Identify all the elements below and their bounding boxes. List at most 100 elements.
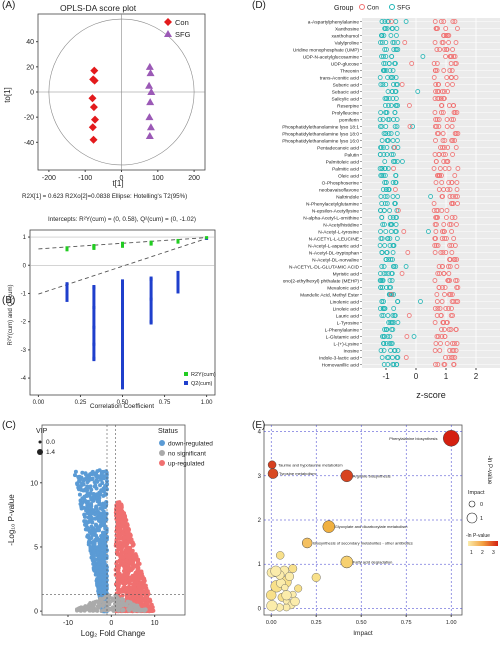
con-point	[448, 313, 454, 318]
r2y-point	[176, 240, 180, 244]
sfg-point	[380, 222, 386, 227]
sfg-point	[381, 173, 386, 178]
con-point	[433, 341, 439, 346]
q2-point	[121, 342, 124, 346]
con-point	[431, 201, 437, 206]
sfg-point	[379, 166, 385, 171]
sfg-point	[378, 229, 383, 234]
x-tick-label: 1.00	[201, 400, 213, 406]
sfg-point	[384, 110, 390, 115]
no-significant-point	[113, 601, 118, 605]
sfg-point	[381, 271, 387, 276]
up-regulated-point	[124, 549, 129, 554]
metabolite-label: Palmitoleic acid	[326, 160, 360, 166]
con-point	[439, 180, 445, 185]
no-significant-point	[91, 609, 95, 613]
down-regulated-point	[99, 471, 104, 476]
down-regulated-point	[78, 477, 83, 482]
sfg-point	[383, 229, 389, 234]
down-regulated-point	[95, 499, 100, 504]
con-point	[436, 334, 441, 339]
pathway-bubble	[281, 584, 289, 592]
sfg-point	[387, 208, 392, 213]
pathway-bubble	[340, 469, 354, 483]
con-point	[441, 152, 446, 157]
con-point	[437, 306, 443, 311]
legend-label: Con	[175, 18, 189, 27]
x-tick-label: 100	[152, 175, 164, 182]
con-point	[453, 40, 459, 45]
down-regulated-point	[86, 510, 91, 515]
con-point	[441, 68, 447, 73]
down-regulated-point	[99, 593, 104, 598]
sfg-point	[391, 47, 397, 52]
down-regulated-point	[93, 522, 98, 527]
sfg-point	[395, 138, 400, 143]
con-point	[442, 292, 447, 297]
sfg-point	[388, 75, 394, 80]
down-regulated-point	[103, 554, 108, 559]
con-point	[442, 89, 447, 94]
sfg-point	[380, 334, 385, 339]
up-regulated-point	[132, 556, 137, 561]
panel-b-tag: (B)	[2, 295, 16, 306]
con-point	[442, 236, 447, 241]
up-regulated-point	[136, 565, 141, 570]
sfg-point	[384, 201, 390, 206]
status-legend-marker	[159, 460, 165, 466]
con-point	[438, 19, 444, 24]
up-regulated-point	[134, 592, 139, 597]
sfg-point	[377, 117, 383, 122]
down-regulated-point	[100, 481, 105, 486]
con-point	[442, 327, 447, 332]
down-regulated-point	[104, 575, 109, 580]
up-regulated-point	[120, 593, 125, 598]
down-regulated-point	[101, 578, 106, 583]
con-point	[440, 145, 445, 150]
sfg-point	[381, 362, 387, 367]
con-point	[447, 243, 453, 248]
x-tick-label: 0.00	[33, 400, 45, 406]
sfg-point	[388, 348, 393, 353]
con-point	[435, 243, 441, 248]
con-point	[442, 138, 448, 143]
down-regulated-point	[88, 476, 93, 481]
down-regulated-point	[95, 572, 100, 577]
up-regulated-point	[115, 566, 120, 571]
con-point	[449, 299, 455, 304]
sfg-point	[377, 124, 383, 129]
con-point	[440, 229, 445, 234]
con-point	[433, 68, 438, 73]
down-regulated-point	[98, 566, 103, 571]
sfg-point	[379, 19, 385, 24]
y-tick-label: 0	[258, 606, 262, 612]
up-regulated-point	[116, 522, 121, 527]
pvalue-legend-title: -ln P-value	[466, 533, 490, 539]
con-point	[90, 115, 99, 124]
sfg-point	[382, 166, 388, 171]
sfg-point	[392, 124, 398, 129]
sfg-point	[394, 355, 400, 360]
sfg-point	[385, 362, 391, 367]
sfg-point	[380, 40, 385, 45]
con-point	[88, 123, 97, 132]
panel-e: (E) Phenylalanine biosynthesis Taurine an…	[250, 410, 504, 641]
con-point	[432, 236, 438, 241]
con-point	[452, 19, 458, 24]
q2-point	[176, 289, 180, 293]
con-point	[451, 362, 457, 367]
sfg-point	[386, 131, 392, 136]
con-point	[454, 264, 460, 269]
con-point	[404, 334, 410, 339]
con-point	[431, 166, 437, 171]
down-regulated-point	[85, 484, 90, 489]
sfg-point	[380, 278, 386, 283]
con-point	[447, 187, 453, 192]
sfg-point	[392, 348, 398, 353]
sfg-point	[379, 250, 385, 255]
no-significant-point	[144, 607, 148, 612]
q2-point	[65, 291, 69, 295]
con-point	[451, 117, 456, 122]
sfg-point	[379, 173, 385, 178]
con-point	[452, 110, 458, 115]
